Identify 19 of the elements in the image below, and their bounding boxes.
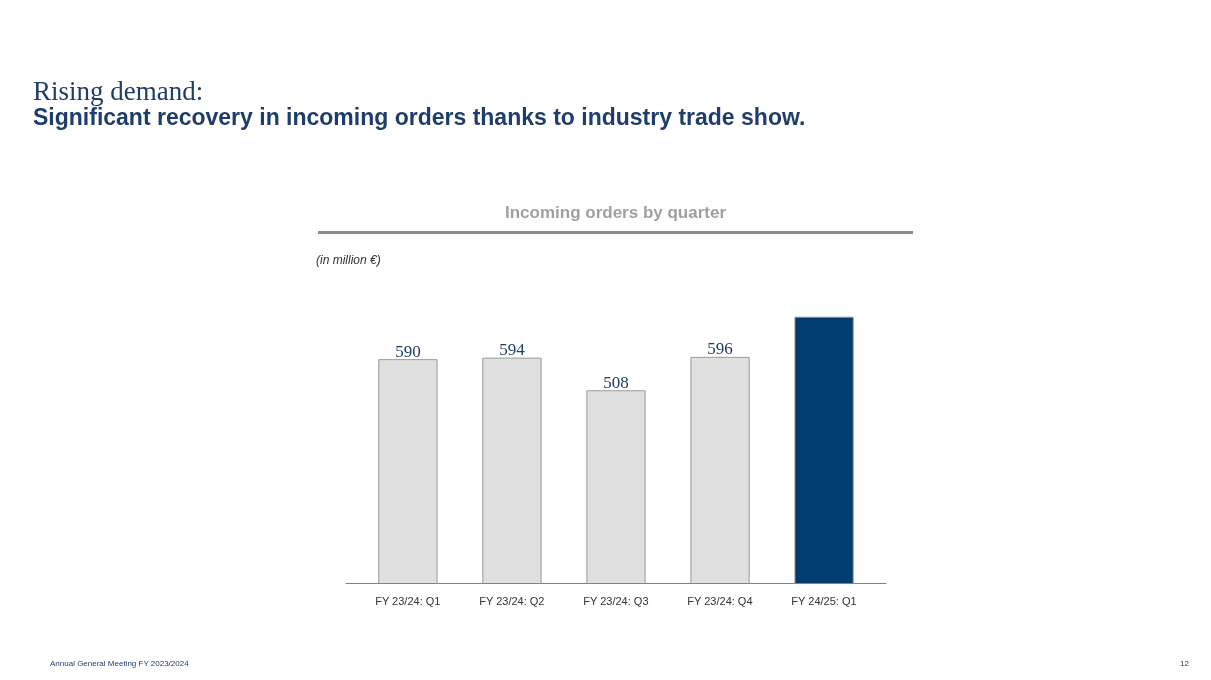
x-tick-label: FY 23/24: Q2 (479, 594, 545, 607)
text: Annual General Meeting FY 2023/2024 (50, 658, 189, 670)
bar (690, 356, 750, 584)
text: (in million €) (316, 252, 381, 269)
data-label: 508 (603, 372, 629, 392)
data-label: 590 (395, 341, 421, 361)
chart-title: Incoming orders by quarter (318, 201, 913, 235)
data-label: 594 (499, 340, 526, 360)
x-tick-label: FY 23/24: Q1 (375, 594, 441, 607)
data-label: 596 (707, 339, 733, 359)
x-tick-label: FY 23/24: Q4 (687, 594, 753, 607)
bar (586, 390, 646, 584)
text: Rising demand: (33, 75, 204, 108)
x-tick-label: FY 23/24: Q3 (583, 594, 649, 607)
bar (378, 359, 438, 584)
x-tick-label: FY 24/25: Q1 (791, 594, 857, 607)
bar (482, 357, 542, 584)
text: 12 (1180, 658, 1189, 670)
bar (794, 316, 854, 584)
